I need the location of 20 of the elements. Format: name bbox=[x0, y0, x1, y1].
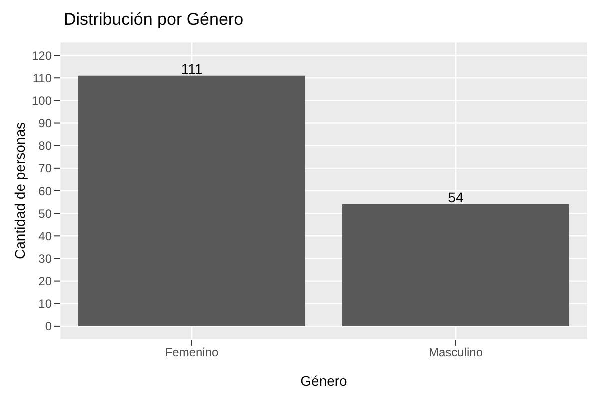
y-tick-label: 60 bbox=[38, 184, 52, 198]
y-axis-title: Cantidad de personas bbox=[12, 122, 28, 260]
y-tick-label: 10 bbox=[38, 297, 52, 312]
y-tick-label: 0 bbox=[45, 320, 52, 334]
chart-title: Distribución por Género bbox=[64, 10, 244, 30]
data-label: 54 bbox=[448, 190, 464, 206]
y-tick-label: 90 bbox=[38, 116, 52, 131]
y-tick-label: 100 bbox=[32, 94, 52, 108]
x-tick-label: Femenino bbox=[165, 346, 219, 360]
y-tick-label: 120 bbox=[32, 48, 52, 63]
x-axis-title: Género bbox=[300, 373, 348, 389]
y-tick-label: 20 bbox=[38, 274, 52, 289]
y-tick-label: 110 bbox=[32, 71, 52, 86]
x-tick-label: Masculino bbox=[428, 346, 484, 360]
y-tick-label: 30 bbox=[38, 252, 52, 266]
y-tick-label: 40 bbox=[38, 229, 52, 244]
y-tick-label: 70 bbox=[38, 162, 52, 176]
data-label: 111 bbox=[181, 60, 203, 77]
y-tick-label: 80 bbox=[38, 139, 52, 154]
y-tick-label: 50 bbox=[38, 206, 52, 221]
